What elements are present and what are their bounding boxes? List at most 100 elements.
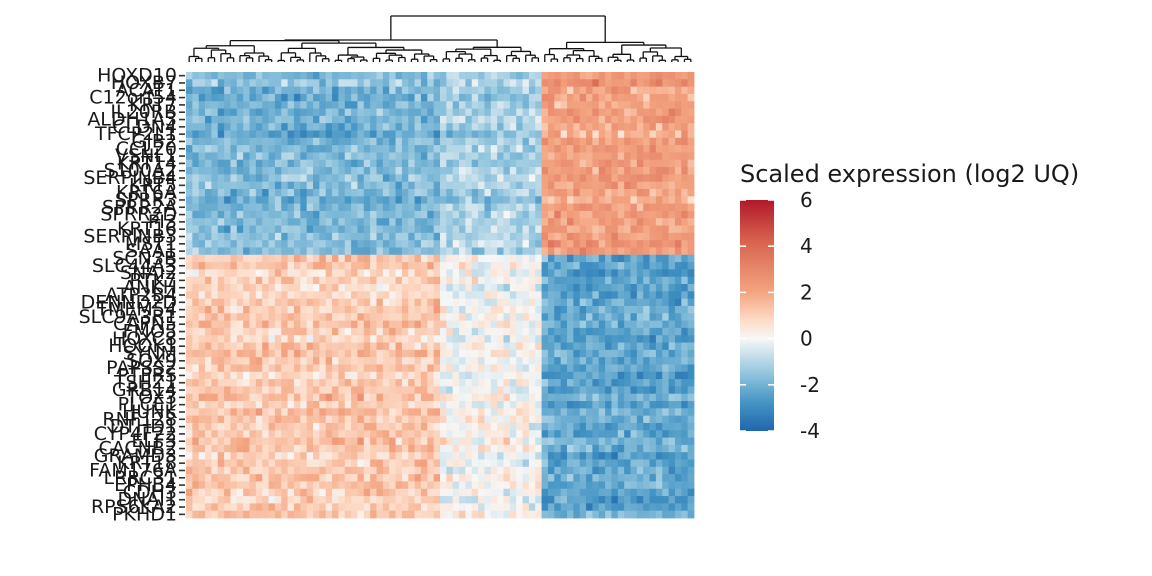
heatmap-cell xyxy=(681,262,689,270)
heatmap-cell xyxy=(674,459,682,468)
heatmap-cell xyxy=(681,115,689,124)
heatmap-cell xyxy=(382,145,390,153)
heatmap-cell xyxy=(408,437,415,446)
heatmap-cell xyxy=(376,444,384,453)
heatmap-cell xyxy=(414,93,422,102)
heatmap-cell xyxy=(649,159,657,168)
heatmap-cell xyxy=(668,466,676,475)
heatmap-cell xyxy=(497,262,504,270)
heatmap-cell xyxy=(363,159,371,168)
heatmap-cell xyxy=(313,342,320,351)
heatmap-cell xyxy=(401,123,409,131)
heatmap-cell xyxy=(484,93,492,102)
heatmap-cell xyxy=(516,174,523,183)
heatmap-cell xyxy=(522,86,530,95)
heatmap-cell xyxy=(230,276,238,285)
heatmap-cell xyxy=(236,240,244,248)
heatmap-cell xyxy=(351,349,358,358)
heatmap-cell xyxy=(452,72,460,80)
heatmap-cell xyxy=(414,225,422,234)
heatmap-cell xyxy=(579,232,587,241)
heatmap-cell xyxy=(509,174,517,183)
heatmap-cell xyxy=(236,401,244,409)
heatmap-cell xyxy=(643,320,650,329)
heatmap-cell xyxy=(605,327,612,336)
heatmap-cell xyxy=(268,108,276,117)
heatmap-cell xyxy=(592,327,600,336)
heatmap-cell xyxy=(262,430,269,438)
heatmap-cell xyxy=(287,422,295,431)
heatmap-cell xyxy=(668,152,676,161)
heatmap-cell xyxy=(516,415,523,424)
heatmap-cell xyxy=(363,262,371,270)
heatmap-cell xyxy=(674,430,682,438)
heatmap-cell xyxy=(287,262,295,270)
heatmap-cell xyxy=(363,313,371,321)
heatmap-cell xyxy=(452,123,460,131)
heatmap-cell xyxy=(649,298,657,307)
heatmap-cell xyxy=(262,232,269,241)
heatmap-cell xyxy=(363,174,371,183)
heatmap-cell xyxy=(554,108,562,117)
heatmap-cell xyxy=(605,422,612,431)
heatmap-cell xyxy=(401,159,409,168)
heatmap-cell xyxy=(465,349,473,358)
heatmap-cell xyxy=(624,466,631,475)
heatmap-cell xyxy=(630,167,638,175)
heatmap-cell xyxy=(681,167,689,175)
heatmap-cell xyxy=(655,466,663,475)
heatmap-cell xyxy=(674,130,682,139)
heatmap-cell xyxy=(471,159,479,168)
heatmap-cell xyxy=(313,115,320,124)
heatmap-cell xyxy=(249,145,257,153)
heatmap-cell xyxy=(255,364,263,373)
heatmap-cell xyxy=(325,298,333,307)
heatmap-cell xyxy=(363,210,371,219)
heatmap-cell xyxy=(560,137,568,146)
heatmap-cell xyxy=(262,115,269,124)
heatmap-cell xyxy=(382,115,390,124)
heatmap-cell xyxy=(567,137,574,146)
heatmap-cell xyxy=(192,225,200,234)
heatmap-cell xyxy=(376,210,384,219)
heatmap-cell xyxy=(624,218,631,226)
heatmap-cell xyxy=(674,371,682,380)
heatmap-cell xyxy=(636,225,644,234)
heatmap-cell xyxy=(217,496,225,504)
heatmap-cell xyxy=(605,130,612,139)
heatmap-cell xyxy=(655,459,663,468)
heatmap-cell xyxy=(293,72,301,80)
heatmap-cell xyxy=(503,232,511,241)
heatmap-cell xyxy=(446,364,454,373)
heatmap-cell xyxy=(465,240,473,248)
heatmap-cell xyxy=(662,313,669,321)
heatmap-cell xyxy=(300,72,308,80)
heatmap-cell xyxy=(186,430,193,438)
heatmap-cell xyxy=(192,320,200,329)
heatmap-cell xyxy=(389,210,396,219)
heatmap-cell xyxy=(643,430,650,438)
heatmap-cell xyxy=(414,349,422,358)
heatmap-cell xyxy=(313,123,320,131)
heatmap-cell xyxy=(541,327,549,336)
heatmap-cell xyxy=(605,93,612,102)
heatmap-cell xyxy=(446,415,454,424)
heatmap-cell xyxy=(230,401,238,409)
heatmap-cell xyxy=(313,137,320,146)
heatmap-cell xyxy=(433,196,441,205)
heatmap-cell xyxy=(363,101,371,109)
heatmap-cell xyxy=(408,72,415,80)
heatmap-cell xyxy=(255,349,263,358)
heatmap-cell xyxy=(262,145,269,153)
heatmap-cell xyxy=(567,415,574,424)
heatmap-cell xyxy=(484,291,492,300)
heatmap-cell xyxy=(484,72,492,80)
heatmap-cell xyxy=(408,269,415,278)
heatmap-cell xyxy=(243,401,250,409)
heatmap-cell xyxy=(630,408,638,417)
heatmap-cell xyxy=(509,298,517,307)
heatmap-cell xyxy=(325,371,333,380)
heatmap-cell xyxy=(389,159,396,168)
heatmap-cell xyxy=(624,474,631,482)
heatmap-cell xyxy=(649,79,657,88)
